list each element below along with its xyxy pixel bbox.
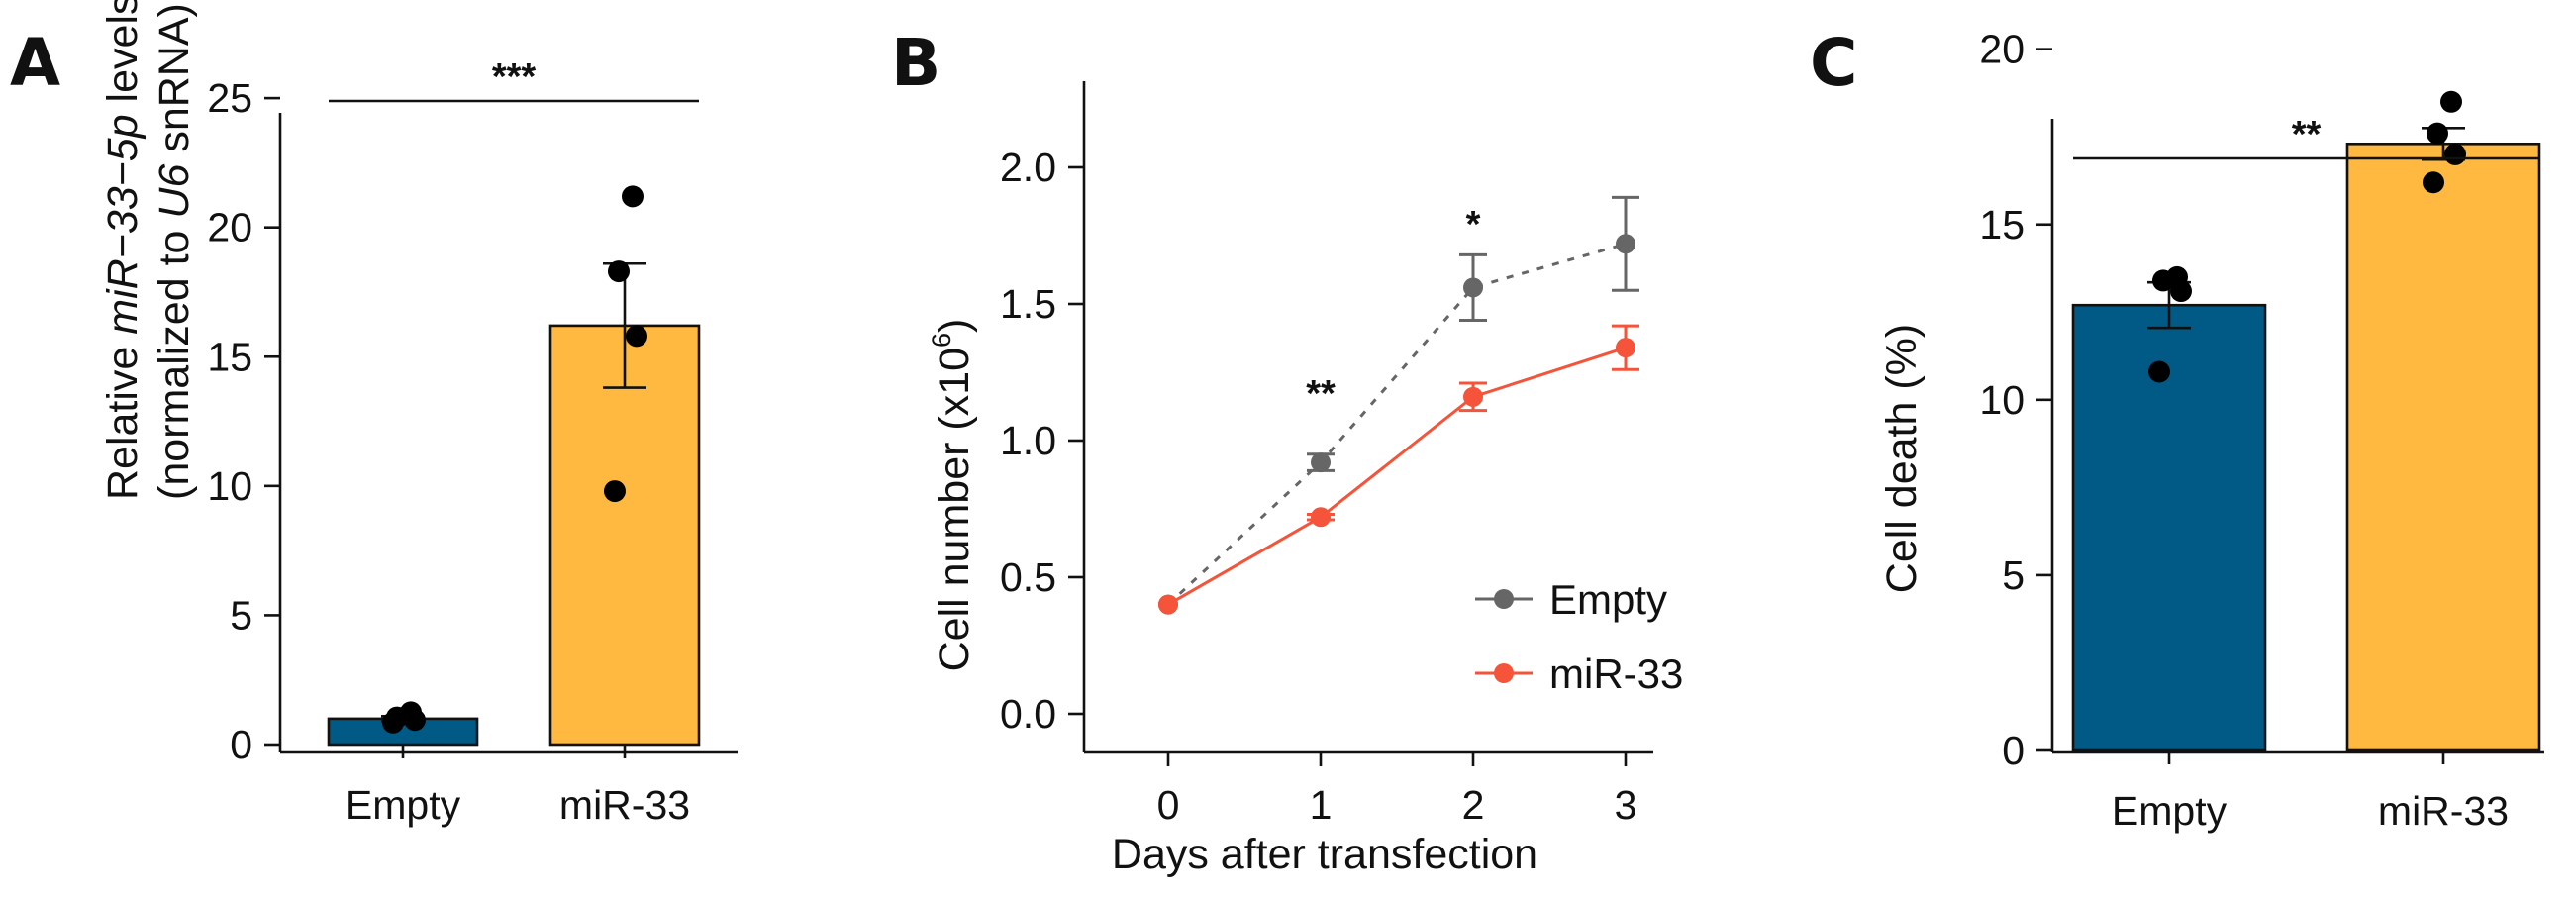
panel-b-y-title: Cell number (x106) — [927, 319, 978, 672]
panel-b: B Cell number (x106) Days after transfec… — [891, 25, 1683, 878]
panel-c-data-point — [2148, 360, 2170, 383]
panel-c-x-tick-label: miR-33 — [2378, 788, 2509, 834]
panel-a-y-tick-label: 20 — [207, 205, 252, 250]
panel-a-y-tick-label: 15 — [207, 334, 252, 379]
panel-b-data-point-miR-33 — [1158, 594, 1178, 615]
panel-b-series-line-Empty — [1166, 242, 1627, 606]
panel-c-bar — [2345, 142, 2541, 752]
panel-b-data-point-miR-33 — [1616, 338, 1635, 358]
panel-a-y-tick-label: 0 — [230, 722, 252, 767]
panel-b-significance-label: ** — [1306, 373, 1336, 415]
panel-letter-c: C — [1810, 25, 1857, 101]
panel-a-y-tick-label: 25 — [207, 75, 252, 121]
panel-c-plot: 0 5 10 15 20 Empty miR-33 ** — [1979, 27, 2541, 834]
panel-a-y-title: Relative miR−33−5p levels (normalized to… — [99, 0, 198, 500]
panel-c-y-tick-label: 10 — [1979, 377, 2025, 423]
panel-a-data-point — [608, 260, 630, 283]
panel-c-y-tick-label: 0 — [2002, 728, 2025, 773]
panel-c-data-point — [2423, 171, 2444, 194]
panel-a-significance-label: *** — [492, 56, 537, 98]
panel-c-y-tick-label: 5 — [2002, 552, 2025, 598]
panel-b-series-line-miR-33 — [1167, 346, 1627, 606]
panel-a-x-tick-label: Empty — [346, 782, 461, 828]
panel-a-y-tick-label: 10 — [207, 463, 252, 509]
panel-b-x-tick-label: 2 — [1462, 782, 1485, 828]
panel-c-data-point — [2166, 265, 2188, 288]
panel-a-plot: 0 5 10 15 20 25 Empty miR-33 *** — [207, 56, 701, 828]
panel-b-data-point-Empty — [1463, 277, 1483, 298]
panel-a-data-point — [626, 325, 647, 348]
panel-letter-b: B — [891, 25, 941, 101]
panel-b-y-tick-label: 0.0 — [1000, 691, 1056, 737]
panel-a-bar — [548, 324, 701, 747]
panel-c-y-tick-label: 15 — [1979, 202, 2025, 248]
panel-b-plot: 0.00.51.01.52.00 1 2 3*** — [1000, 145, 1639, 828]
panel-a-data-point — [604, 480, 626, 503]
panel-a-data-point — [400, 701, 422, 724]
panel-a-y-title-line1: Relative miR−33−5p levels — [99, 0, 147, 500]
panel-c-y-title: Cell death (%) — [1878, 324, 1926, 593]
panel-b-legend-label: miR-33 — [1549, 650, 1683, 697]
panel-c-bar — [2071, 303, 2267, 752]
panel-a: A Relative miR−33−5p levels (normalized … — [10, 0, 738, 828]
panel-letter-a: A — [10, 25, 60, 101]
panel-b-legend-marker — [1494, 589, 1514, 609]
panel-c-x-tick-label: Empty — [2112, 788, 2228, 834]
panel-b-y-tick-label: 2.0 — [1000, 145, 1056, 190]
panel-b-x-title: Days after transfection — [1112, 831, 1537, 878]
panel-c: C Cell death (%) 0 5 10 15 20 Empty miR-33 ** — [1810, 25, 2544, 834]
panel-c-data-point — [2427, 122, 2448, 145]
panel-b-data-point-miR-33 — [1463, 386, 1483, 407]
panel-c-data-point — [2440, 90, 2462, 113]
panel-b-data-point-Empty — [1311, 452, 1331, 473]
panel-b-y-tick-label: 0.5 — [1000, 554, 1056, 600]
panel-c-data-point — [2444, 143, 2466, 165]
panel-b-y-tick-label: 1.5 — [1000, 281, 1056, 327]
panel-a-y-tick-label: 5 — [230, 592, 252, 638]
panel-b-legend: Empty miR-33 — [1475, 576, 1683, 697]
panel-b-data-point-Empty — [1616, 234, 1635, 254]
panel-b-x-tick-label: 1 — [1310, 782, 1333, 828]
panel-c-significance-label: ** — [2292, 114, 2322, 155]
panel-b-data-point-miR-33 — [1311, 507, 1331, 528]
panel-b-x-tick-label: 3 — [1615, 782, 1637, 828]
panel-a-y-title-line2: (normalized to U6 snRNA) — [150, 3, 198, 500]
panel-a-x-tick-label: miR-33 — [559, 782, 690, 828]
panel-b-significance-label: * — [1466, 204, 1481, 246]
panel-b-legend-label: Empty — [1549, 576, 1667, 623]
panel-c-y-tick-label: 20 — [1979, 27, 2025, 72]
panel-b-x-tick-label: 0 — [1157, 782, 1180, 828]
panel-b-legend-marker — [1494, 663, 1514, 683]
panel-a-data-point — [622, 185, 644, 208]
panel-b-y-tick-label: 1.0 — [1000, 418, 1056, 463]
panel-a-bar — [327, 717, 479, 747]
